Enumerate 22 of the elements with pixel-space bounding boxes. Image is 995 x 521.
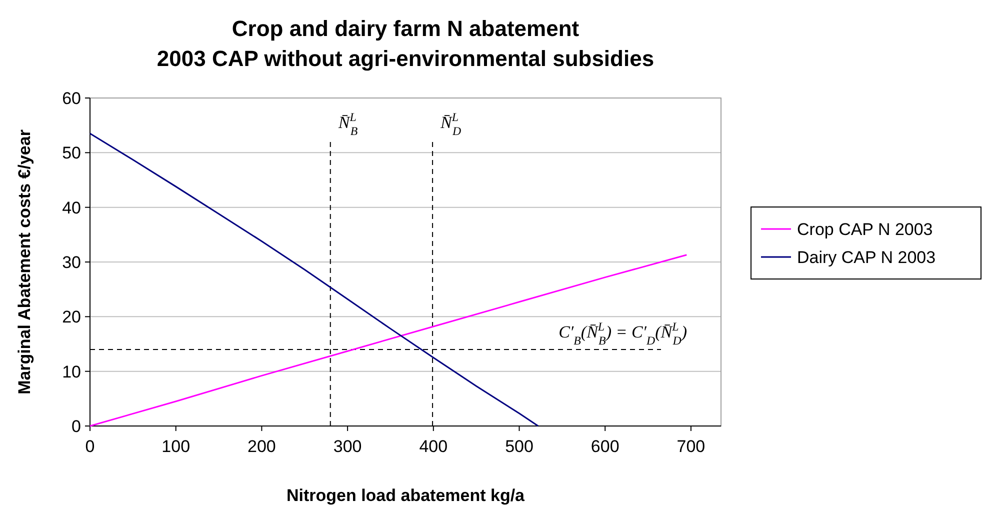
x-tick-label: 500 (505, 437, 534, 456)
y-tick-label: 50 (62, 144, 81, 163)
y-tick-label: 20 (62, 308, 81, 327)
line-series (89, 254, 688, 427)
legend-label: Crop CAP N 2003 (797, 220, 933, 239)
y-axis-title: Marginal Abatement costs €/year (15, 129, 34, 394)
x-tick-label: 300 (333, 437, 362, 456)
y-tick-label: 30 (62, 252, 81, 272)
x-tick-label: 0 (85, 437, 95, 456)
x-tick-label: 100 (162, 437, 190, 456)
x-tick-label: 400 (419, 437, 448, 456)
y-tick-label: 10 (62, 362, 81, 382)
x-axis-title: Nitrogen load abatement kg/a (286, 486, 526, 505)
x-tick-label: 600 (590, 437, 620, 456)
text: C′$_{B}$(N̄$^{L}$$_{B}$) = C′$_{D}$(N̄$^{L}$$_{D}$) (558, 319, 687, 348)
y-tick-label: 60 (62, 88, 81, 108)
x-tick-label: 700 (676, 437, 706, 456)
x-tick-label: 200 (248, 437, 276, 456)
chart-title: Crop and dairy farm N abatement 2003 CAP without agri-environmental subsidies (156, 16, 654, 71)
legend-label: Dairy CAP N 2003 (797, 248, 936, 267)
y-tick-label: 40 (62, 198, 81, 218)
y-tick-label: 0 (72, 416, 81, 436)
